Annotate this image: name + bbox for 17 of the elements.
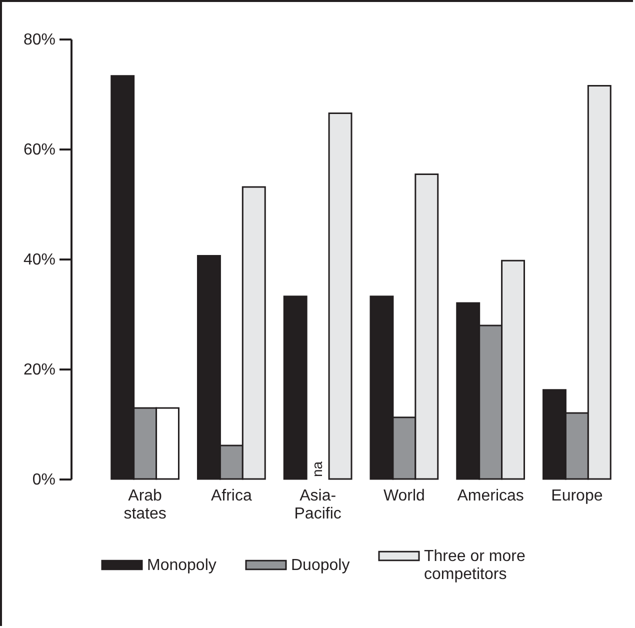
y-tick-label: 80% (23, 32, 56, 48)
legend-label: Three or more competitors (424, 548, 526, 583)
x-tick-label: Americas (457, 488, 524, 504)
bar (283, 296, 308, 480)
y-tick-label: 40% (23, 252, 56, 268)
x-tick-label: Africa (210, 488, 252, 504)
legend-label: Duopoly (291, 557, 350, 574)
x-tick-label: Europe (551, 488, 603, 504)
y-tick-label: 0% (32, 472, 56, 488)
x-tick-label: World (383, 488, 425, 504)
y-tick-label: 20% (23, 362, 56, 378)
x-tick-label: Asia-Pacific (294, 488, 342, 522)
bar (328, 112, 352, 480)
x-tick-label: Arab states (124, 488, 166, 522)
annotation: na (308, 461, 325, 477)
y-tick-label: 60% (23, 142, 56, 158)
legend-label: Monopoly (147, 557, 216, 574)
